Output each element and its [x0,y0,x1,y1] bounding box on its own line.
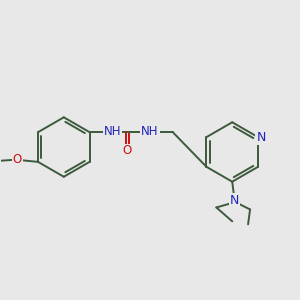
Text: N: N [256,130,266,144]
Text: O: O [123,145,132,158]
Text: NH: NH [103,125,121,138]
Text: NH: NH [141,125,159,138]
Text: O: O [13,153,22,167]
Text: N: N [230,194,239,207]
